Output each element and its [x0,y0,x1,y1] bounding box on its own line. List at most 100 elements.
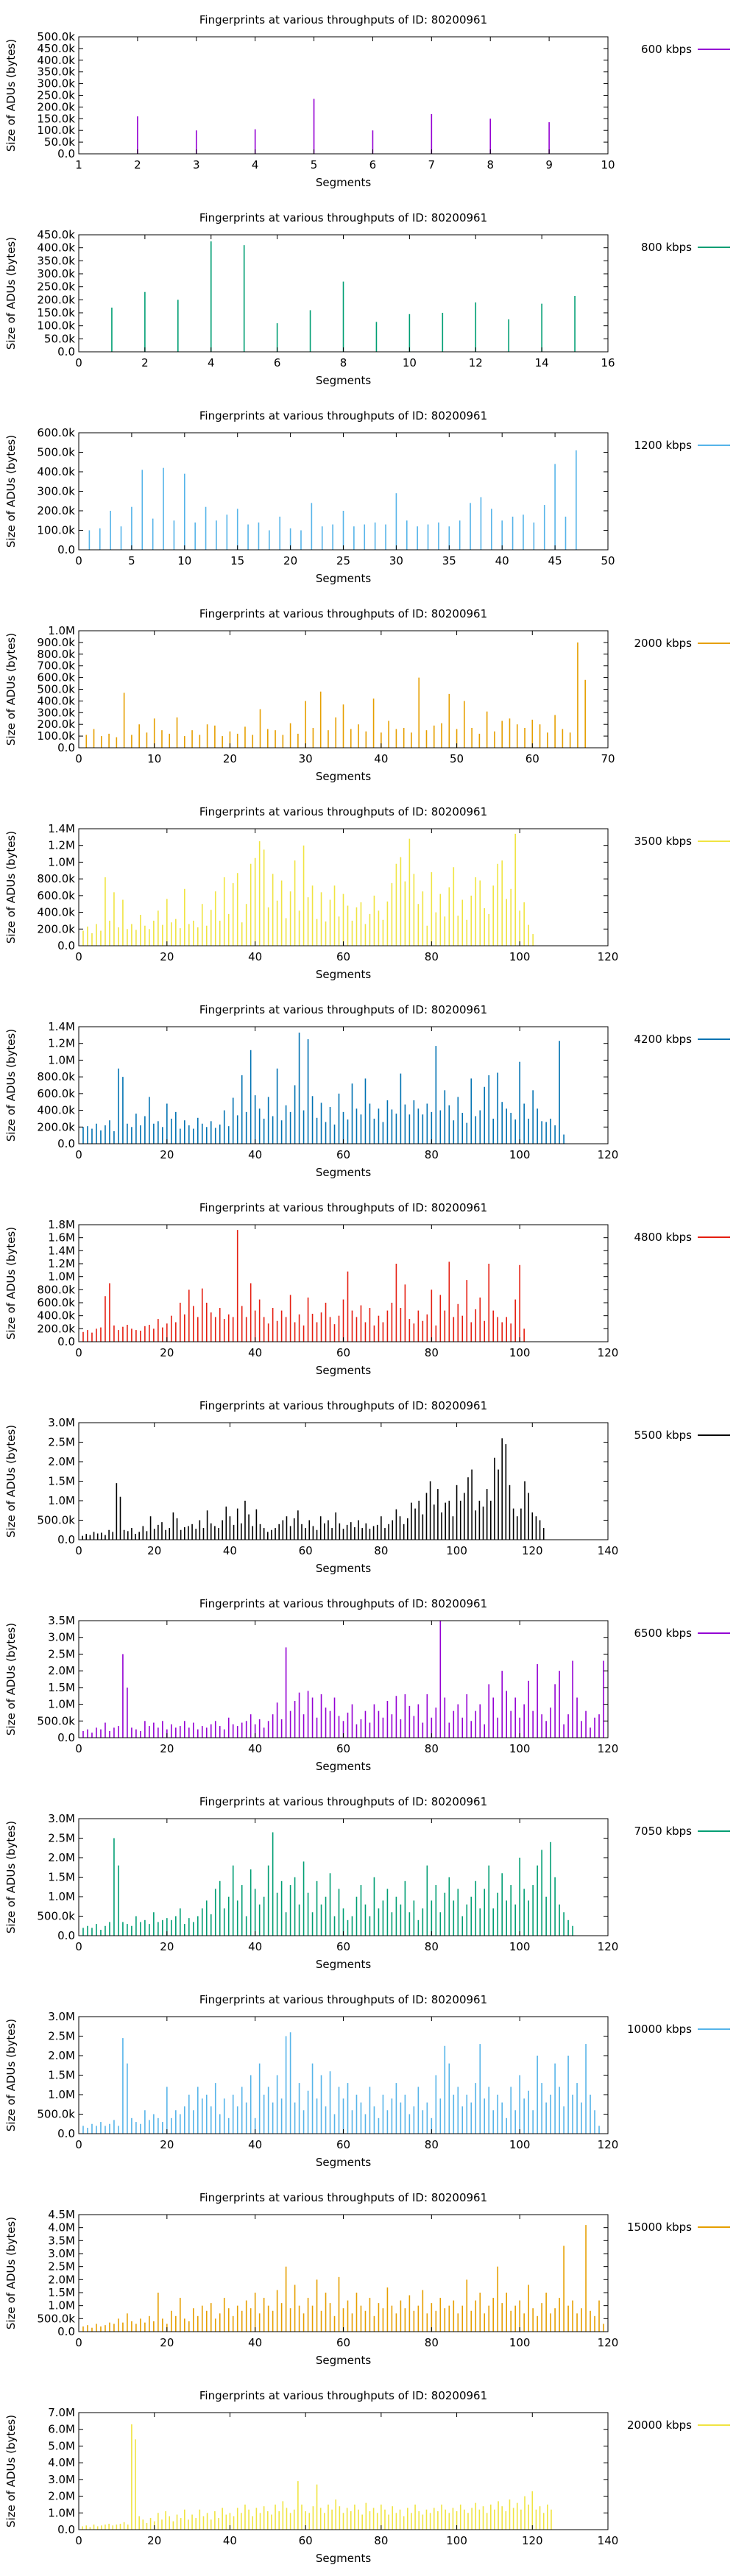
y-tick-label: 500.0k [37,446,75,459]
x-tick-label: 60 [526,752,539,765]
y-tick-label: 350.0k [37,66,75,79]
y-tick-label: 500.0k [37,1514,75,1527]
y-axis-label: Size of ADUs (bytes) [4,1821,18,1933]
x-tick-label: 50 [450,752,464,765]
y-tick-label: 1.0M [48,2088,75,2101]
x-tick-label: 0 [75,1940,82,1953]
x-tick-label: 60 [336,2336,350,2349]
y-tick-label: 3.0M [48,2473,75,2486]
x-tick-label: 60 [336,950,350,963]
x-tick-label: 45 [548,554,562,567]
chart-panel-7: Fingerprints at various throughputs of I… [4,1201,730,1377]
chart-panel-9: Fingerprints at various throughputs of I… [4,1597,730,1773]
y-tick-label: 300.0k [37,77,75,91]
y-tick-label: 100.0k [37,124,75,137]
y-tick-label: 600.0k [37,889,75,902]
y-tick-label: 400.0k [37,54,75,67]
y-tick-label: 1.5M [48,1681,75,1694]
y-tick-label: 600.0k [37,671,75,684]
x-tick-label: 2 [134,158,141,171]
legend-label: 1200 kbps [634,439,693,452]
legend-label: 4800 kbps [634,1231,693,1244]
y-tick-label: 100.0k [37,729,75,743]
x-tick-label: 120 [598,2336,619,2349]
y-tick-label: 250.0k [37,89,75,102]
y-axis-label: Size of ADUs (bytes) [4,39,18,152]
x-axis-label: Segments [316,1364,372,1377]
y-tick-label: 3.0M [48,1416,75,1429]
x-tick-label: 40 [248,2336,262,2349]
x-tick-label: 20 [160,1940,174,1953]
y-tick-label: 2.5M [48,1436,75,1449]
chart-title: Fingerprints at various throughputs of I… [199,409,487,422]
x-tick-label: 40 [223,1544,237,1557]
x-tick-label: 40 [495,554,509,567]
x-axis-label: Segments [316,1760,372,1773]
y-tick-label: 500.0k [37,1910,75,1923]
y-tick-label: 1.0M [48,1698,75,1711]
x-axis-label: Segments [316,572,372,585]
y-tick-label: 1.0M [48,855,75,868]
y-tick-label: 200.0k [37,1120,75,1133]
legend-label: 10000 kbps [627,2023,692,2036]
y-tick-label: 0.0 [57,1533,75,1546]
x-tick-label: 5 [311,158,318,171]
plot-frame [78,36,609,155]
y-tick-label: 500.0k [37,2312,75,2325]
x-tick-label: 100 [509,1148,531,1161]
x-tick-label: 20 [160,1742,174,1755]
chart-title: Fingerprints at various throughputs of I… [199,1003,487,1016]
x-tick-label: 0 [75,356,82,369]
y-tick-label: 400.0k [37,694,75,707]
x-tick-label: 120 [598,950,619,963]
plot-frame [78,2412,609,2530]
x-tick-label: 30 [389,554,403,567]
x-tick-label: 60 [336,1148,350,1161]
y-tick-label: 400.0k [37,1309,75,1323]
x-axis-label: Segments [316,1958,372,1971]
x-tick-label: 0 [75,554,82,567]
x-tick-label: 20 [147,1544,161,1557]
y-axis-label: Size of ADUs (bytes) [4,435,18,548]
y-tick-label: 400.0k [37,906,75,919]
chart-title: Fingerprints at various throughputs of I… [199,211,487,224]
y-tick-label: 400.0k [37,465,75,478]
y-tick-label: 1.4M [48,1244,75,1257]
chart-title: Fingerprints at various throughputs of I… [199,1993,487,2006]
y-tick-label: 4.0M [48,2456,75,2469]
y-tick-label: 250.0k [37,280,75,294]
x-tick-label: 120 [598,1742,619,1755]
y-tick-label: 150.0k [37,306,75,319]
x-tick-label: 80 [425,2336,439,2349]
y-axis-label: Size of ADUs (bytes) [4,2217,18,2329]
x-tick-label: 20 [283,554,297,567]
y-tick-label: 2.0M [48,1664,75,1677]
x-tick-label: 120 [598,1940,619,1953]
x-tick-label: 60 [336,1346,350,1359]
chart-title: Fingerprints at various throughputs of I… [199,1399,487,1412]
y-tick-label: 900.0k [37,636,75,649]
x-tick-label: 120 [598,2138,619,2151]
x-tick-label: 6 [369,158,377,171]
x-tick-label: 20 [160,2336,174,2349]
y-tick-label: 800.0k [37,1283,75,1296]
y-tick-label: 400.0k [37,241,75,255]
chart-title: Fingerprints at various throughputs of I… [199,805,487,818]
x-tick-label: 40 [248,1346,262,1359]
y-tick-label: 0.0 [57,2325,75,2338]
x-tick-label: 12 [469,356,483,369]
x-tick-label: 80 [425,1742,439,1755]
y-tick-label: 2.5M [48,1832,75,1845]
x-tick-label: 25 [336,554,350,567]
y-tick-label: 5.0M [48,2439,75,2452]
x-tick-label: 0 [75,752,82,765]
x-tick-label: 100 [509,2138,531,2151]
legend-label: 20000 kbps [627,2418,692,2432]
x-tick-label: 20 [223,752,237,765]
legend-label: 4200 kbps [634,1033,693,1046]
y-tick-label: 1.2M [48,839,75,852]
x-tick-label: 100 [446,2534,467,2547]
x-tick-label: 4 [252,158,259,171]
x-tick-label: 40 [223,2534,237,2547]
y-tick-label: 200.0k [37,718,75,731]
